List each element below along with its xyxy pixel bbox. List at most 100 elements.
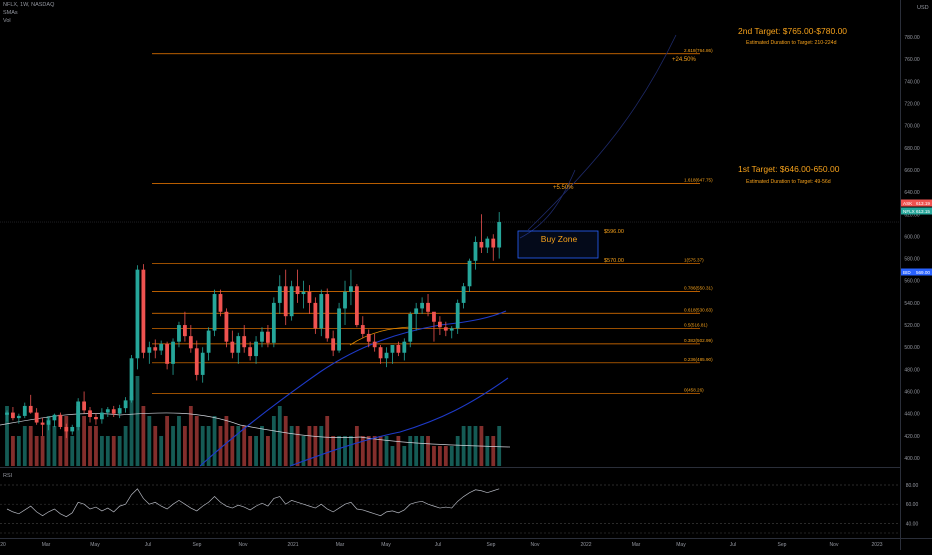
volume-bar: [82, 416, 86, 466]
buy-zone-low: $570.00: [604, 258, 624, 264]
candle-body: [153, 347, 158, 351]
candle-body: [212, 294, 217, 331]
candle-body: [165, 343, 170, 364]
volume-bar: [5, 406, 9, 466]
candle-body: [105, 409, 110, 413]
volume-bar: [159, 436, 164, 466]
volume-bar: [34, 436, 39, 466]
volume-bar: [141, 406, 146, 466]
target1-duration: Estimated Duration to Target: 49-56d: [746, 179, 831, 185]
fib-level-label: 1.618(647.75): [684, 178, 713, 183]
volume-bar: [76, 406, 81, 466]
time-tick-label: Mar: [42, 542, 51, 548]
candle-body: [218, 294, 223, 312]
volume-bar: [58, 436, 63, 466]
volume-bar: [390, 446, 395, 466]
volume-bar: [200, 426, 205, 466]
buy-zone-box[interactable]: [517, 230, 599, 259]
volume-bar: [129, 396, 134, 466]
buy-zone-high: $596.00: [604, 229, 624, 235]
candle-body: [360, 325, 365, 334]
candle-body: [11, 412, 15, 419]
volume-bar: [183, 426, 187, 466]
candle-body: [331, 338, 336, 351]
fib-level-label: 1(575.37): [684, 258, 704, 263]
time-tick-label: Mar: [632, 542, 641, 548]
target1-percent: +5.50%: [553, 185, 574, 191]
volume-bar: [254, 436, 258, 466]
candle-body: [349, 286, 353, 292]
time-tick-label: Jul: [435, 542, 441, 548]
time-axis[interactable]: 20 Mar May Jul Sep Nov 2021 Mar May Jul Sep Nov 2022…: [0, 542, 883, 548]
currency-label: USD: [917, 5, 929, 11]
volume-bar: [206, 426, 211, 466]
time-tick-label: Mar: [336, 542, 345, 548]
candle-body: [443, 327, 448, 331]
time-tick-label: Sep: [193, 542, 202, 548]
volume-bar: [165, 416, 170, 466]
volume-bar: [354, 426, 359, 466]
candle-body: [491, 238, 496, 248]
volume-bar: [372, 436, 377, 466]
volume-bar: [437, 446, 442, 466]
indicator-sma-label[interactable]: SMAs: [3, 10, 18, 16]
candle-body: [295, 286, 300, 295]
target2-title: 2nd Target: $765.00-$780.00: [738, 26, 847, 36]
fibonacci-levels: 2.618(764.86) 1.618(647.75) 1(575.37) 0.786…: [0, 48, 900, 394]
nflx-badge-bg: [901, 207, 932, 215]
sma-50-line: [199, 310, 507, 467]
volume-bar: [230, 426, 235, 466]
candle-body: [426, 302, 430, 312]
volume-bar: [188, 406, 193, 466]
candle-body: [248, 347, 253, 357]
rsi-line: [6, 488, 500, 518]
candle-body: [135, 269, 140, 359]
candle-body: [28, 405, 33, 413]
candle-body: [437, 321, 442, 328]
indicator-vol-label[interactable]: Vol: [3, 18, 11, 24]
candle-body: [159, 343, 164, 351]
volume-bar: [491, 436, 496, 466]
sma-short-line: [349, 326, 411, 346]
price-tick-label: 520.00: [904, 323, 920, 329]
time-tick-label: 2023: [871, 542, 882, 548]
candle-body: [88, 410, 92, 418]
candle-body: [171, 341, 175, 364]
volume-bar: [325, 416, 330, 466]
volume-bar: [171, 426, 175, 466]
volume-bar: [266, 436, 270, 466]
bid-badge-label: BID: [903, 270, 911, 275]
time-tick-label: Sep: [778, 542, 787, 548]
candle-body: [485, 238, 490, 248]
price-tick-label: 420.00: [904, 434, 920, 440]
candle-body: [123, 400, 128, 409]
candle-body: [200, 352, 205, 375]
volume-bar: [22, 426, 27, 466]
candle-body: [70, 426, 75, 432]
volume-bar: [212, 416, 217, 466]
fib-level-label: 0(458.26): [684, 387, 704, 392]
volume-bars: [0, 376, 511, 466]
rsi-pane: [0, 484, 900, 534]
fib-level-label: 2.618(764.86): [684, 48, 713, 53]
candle-body: [188, 336, 193, 349]
time-tick-label: Nov: [830, 542, 839, 548]
volume-bar: [313, 426, 318, 466]
projection-curve-2: [527, 34, 677, 231]
volume-bar: [153, 426, 158, 466]
price-tick-label: 580.00: [904, 257, 920, 263]
volume-bar: [360, 436, 365, 466]
price-axis[interactable]: 780.00 760.00 740.00 720.00 700.00 680.00 660.…: [904, 35, 920, 462]
price-tick-label: 780.00: [904, 35, 920, 41]
volume-bar: [432, 446, 436, 466]
candle-body: [271, 302, 276, 343]
candle-body: [34, 412, 39, 423]
candle-body: [337, 308, 341, 351]
price-tick-label: 620.00: [904, 212, 920, 218]
candle-body: [372, 341, 377, 348]
symbol-title[interactable]: NFLX, 1W, NASDAQ: [3, 2, 55, 8]
volume-bar: [384, 436, 389, 466]
price-tick-label: 480.00: [904, 367, 920, 373]
